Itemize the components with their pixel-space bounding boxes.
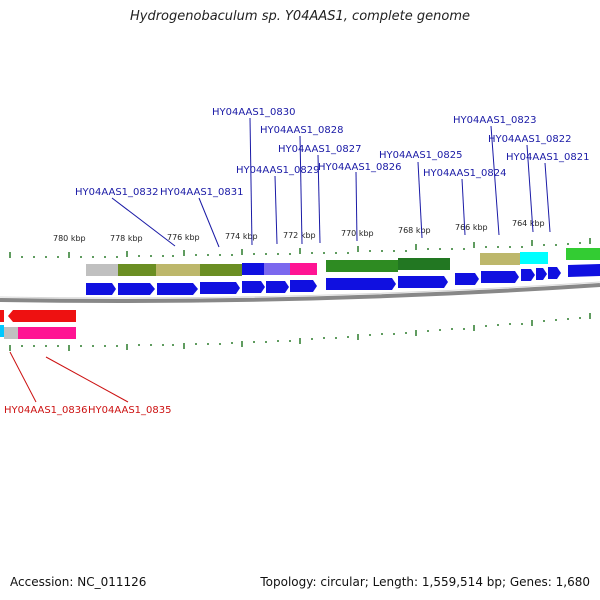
gene-label: HY04AAS1_0821 [506, 152, 589, 163]
gene-label: HY04AAS1_0824 [423, 168, 506, 179]
gene-arrow-reverse [8, 310, 76, 322]
gene-arrow [157, 283, 198, 295]
gene-label: HY04AAS1_0823 [453, 115, 536, 126]
gene-arrow [521, 269, 535, 281]
gene-arrow [242, 281, 265, 293]
gene-label: HY04AAS1_0831 [160, 187, 243, 198]
gene-arrow [86, 283, 116, 295]
reverse-genes [0, 310, 76, 339]
gene-arrow [536, 268, 547, 280]
scale-label: 772 kbp [283, 231, 316, 240]
scale-label: 766 kbp [455, 223, 488, 232]
map-title: Hydrogenobaculum sp. Y04AAS1, complete g… [129, 9, 471, 24]
forward-genes [86, 264, 600, 295]
genome-backbone [0, 283, 600, 303]
scale-label: 778 kbp [110, 234, 143, 243]
gene-label: HY04AAS1_0826 [318, 162, 401, 173]
gene-arrow [568, 264, 600, 277]
tick-track-outer [9, 238, 591, 258]
forward-gene-labels: HY04AAS1_0830 HY04AAS1_0828 HY04AAS1_082… [75, 107, 589, 198]
gene-arrow [200, 282, 240, 294]
gene-arrow [481, 271, 519, 283]
genome-backbone-inner [0, 281, 600, 299]
accession-text: Accession: NC_011126 [10, 575, 147, 589]
gene-label: HY04AAS1_0836 [4, 405, 87, 416]
reverse-label-leaders [9, 351, 129, 403]
cog-category-track [86, 248, 600, 276]
gene-arrow [326, 278, 396, 290]
scale-label: 764 kbp [512, 219, 545, 228]
gene-label: HY04AAS1_0828 [260, 125, 343, 136]
tick-track-inner [9, 313, 591, 351]
gene-arrow [548, 267, 561, 279]
gene-label: HY04AAS1_0827 [278, 144, 361, 155]
reverse-gene-labels: HY04AAS1_0836 HY04AAS1_0835 [4, 405, 171, 416]
forward-label-leaders [111, 117, 551, 248]
genome-summary-text: Topology: circular; Length: 1,559,514 bp… [260, 575, 590, 589]
scale-label: 768 kbp [398, 226, 431, 235]
gene-label: HY04AAS1_0832 [75, 187, 158, 198]
scale-labels: 780 kbp 778 kbp 776 kbp 774 kbp 772 kbp … [53, 219, 545, 243]
gene-label: HY04AAS1_0835 [88, 405, 171, 416]
scale-label: 774 kbp [225, 232, 258, 241]
gene-arrow [290, 280, 317, 292]
gene-arrow [266, 281, 289, 293]
gene-label: HY04AAS1_0825 [379, 150, 462, 161]
gene-arrow-reverse [0, 310, 4, 322]
gene-label: HY04AAS1_0830 [212, 107, 295, 118]
gene-label: HY04AAS1_0822 [488, 134, 571, 145]
gene-arrow [455, 273, 479, 285]
gene-label: HY04AAS1_0829 [236, 165, 319, 176]
scale-label: 776 kbp [167, 233, 200, 242]
gene-arrow [118, 283, 155, 295]
scale-label: 780 kbp [53, 234, 86, 243]
gene-arrow [398, 276, 448, 288]
